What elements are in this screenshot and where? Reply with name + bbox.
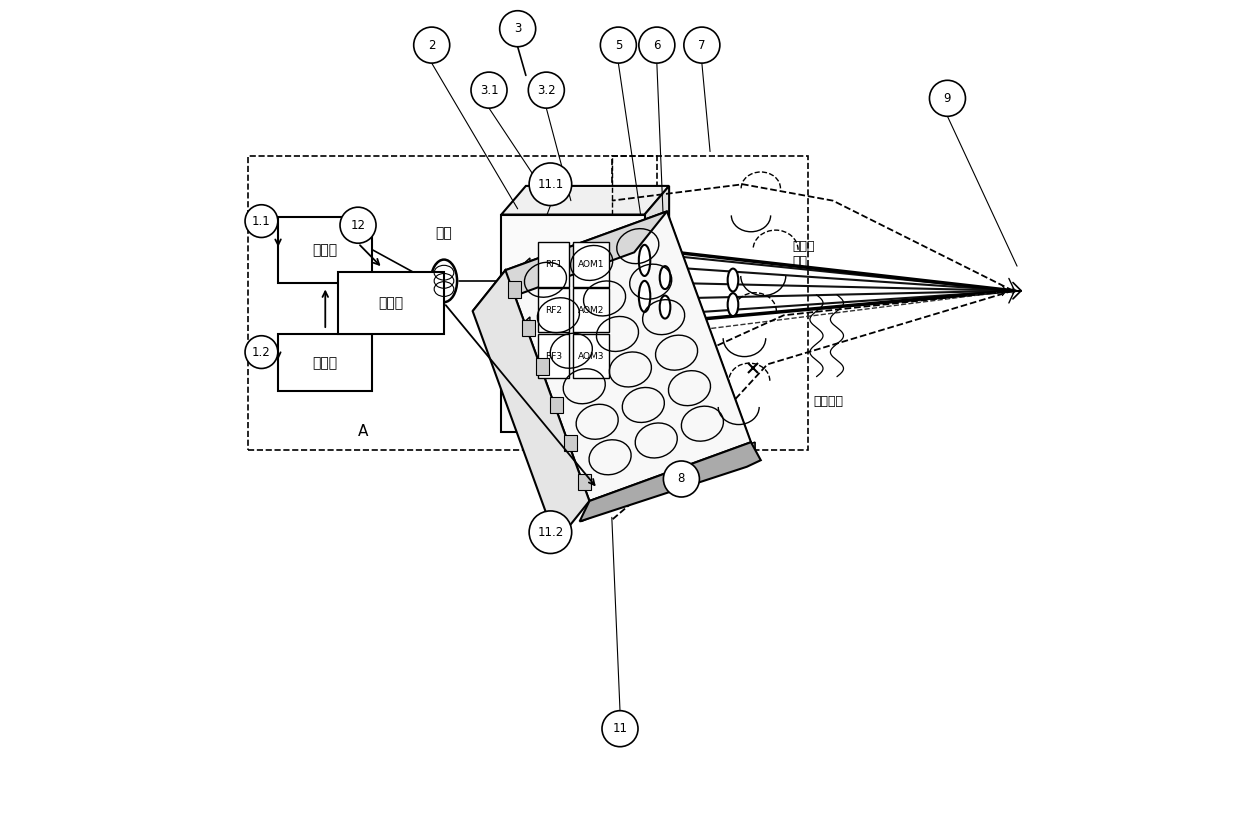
Polygon shape (564, 435, 577, 452)
Text: 11.1: 11.1 (537, 178, 563, 191)
FancyBboxPatch shape (278, 217, 372, 283)
Text: AOM2: AOM2 (578, 306, 605, 315)
Polygon shape (501, 214, 645, 432)
Ellipse shape (728, 293, 738, 316)
Ellipse shape (660, 266, 671, 289)
Text: 光纤: 光纤 (435, 227, 453, 241)
Polygon shape (551, 397, 563, 413)
Polygon shape (472, 212, 667, 311)
FancyBboxPatch shape (538, 289, 569, 332)
FancyBboxPatch shape (573, 289, 609, 332)
Circle shape (663, 461, 699, 497)
Polygon shape (522, 320, 534, 336)
Text: RF1: RF1 (546, 260, 562, 269)
Text: 3: 3 (513, 22, 521, 36)
Ellipse shape (728, 269, 738, 292)
FancyBboxPatch shape (538, 334, 569, 378)
Circle shape (683, 27, 720, 63)
Text: 9: 9 (944, 92, 951, 105)
FancyBboxPatch shape (538, 242, 569, 287)
Text: 1.2: 1.2 (252, 346, 270, 359)
Ellipse shape (639, 281, 650, 312)
Text: B: B (718, 423, 729, 438)
Polygon shape (508, 281, 521, 298)
Text: 2: 2 (428, 39, 435, 51)
Polygon shape (512, 258, 529, 291)
Text: 3.2: 3.2 (537, 84, 556, 97)
Text: 1.1: 1.1 (252, 215, 270, 227)
Circle shape (529, 163, 572, 206)
Text: 复合散
斑场: 复合散 斑场 (792, 240, 815, 268)
Circle shape (639, 27, 675, 63)
Circle shape (414, 27, 450, 63)
Circle shape (471, 72, 507, 108)
Text: 11.2: 11.2 (537, 526, 563, 538)
Text: AOM1: AOM1 (578, 260, 605, 269)
Polygon shape (501, 186, 670, 214)
Text: 6: 6 (653, 39, 661, 51)
Circle shape (500, 11, 536, 47)
Text: 计算机: 计算机 (378, 296, 403, 310)
Text: RF3: RF3 (546, 351, 562, 361)
Circle shape (529, 511, 572, 553)
Text: 11: 11 (613, 722, 627, 735)
Polygon shape (645, 186, 670, 432)
Polygon shape (582, 442, 755, 522)
Circle shape (340, 208, 376, 243)
Polygon shape (506, 212, 751, 501)
FancyBboxPatch shape (573, 334, 609, 378)
Polygon shape (472, 270, 589, 542)
Circle shape (930, 80, 966, 117)
Ellipse shape (660, 295, 671, 318)
Text: 大气湍流: 大气湍流 (813, 394, 843, 408)
Circle shape (600, 27, 636, 63)
Text: 7: 7 (698, 39, 706, 51)
Circle shape (246, 336, 278, 369)
Polygon shape (578, 474, 590, 490)
Text: 12: 12 (351, 218, 366, 232)
Text: AOM3: AOM3 (578, 351, 605, 361)
Text: 5: 5 (615, 39, 622, 51)
Text: A: A (358, 423, 368, 438)
Text: 3.1: 3.1 (480, 84, 498, 97)
Polygon shape (579, 442, 761, 522)
Ellipse shape (639, 245, 650, 276)
FancyBboxPatch shape (573, 242, 609, 287)
Text: 8: 8 (678, 472, 684, 485)
FancyBboxPatch shape (278, 334, 372, 391)
Text: RF2: RF2 (546, 306, 562, 315)
FancyBboxPatch shape (337, 272, 444, 333)
Text: 调制器: 调制器 (312, 356, 337, 370)
Polygon shape (512, 317, 529, 350)
Circle shape (246, 205, 278, 237)
Circle shape (528, 72, 564, 108)
Ellipse shape (430, 260, 458, 302)
Text: 激光源: 激光源 (312, 243, 337, 256)
Polygon shape (537, 358, 548, 375)
Circle shape (601, 710, 639, 747)
